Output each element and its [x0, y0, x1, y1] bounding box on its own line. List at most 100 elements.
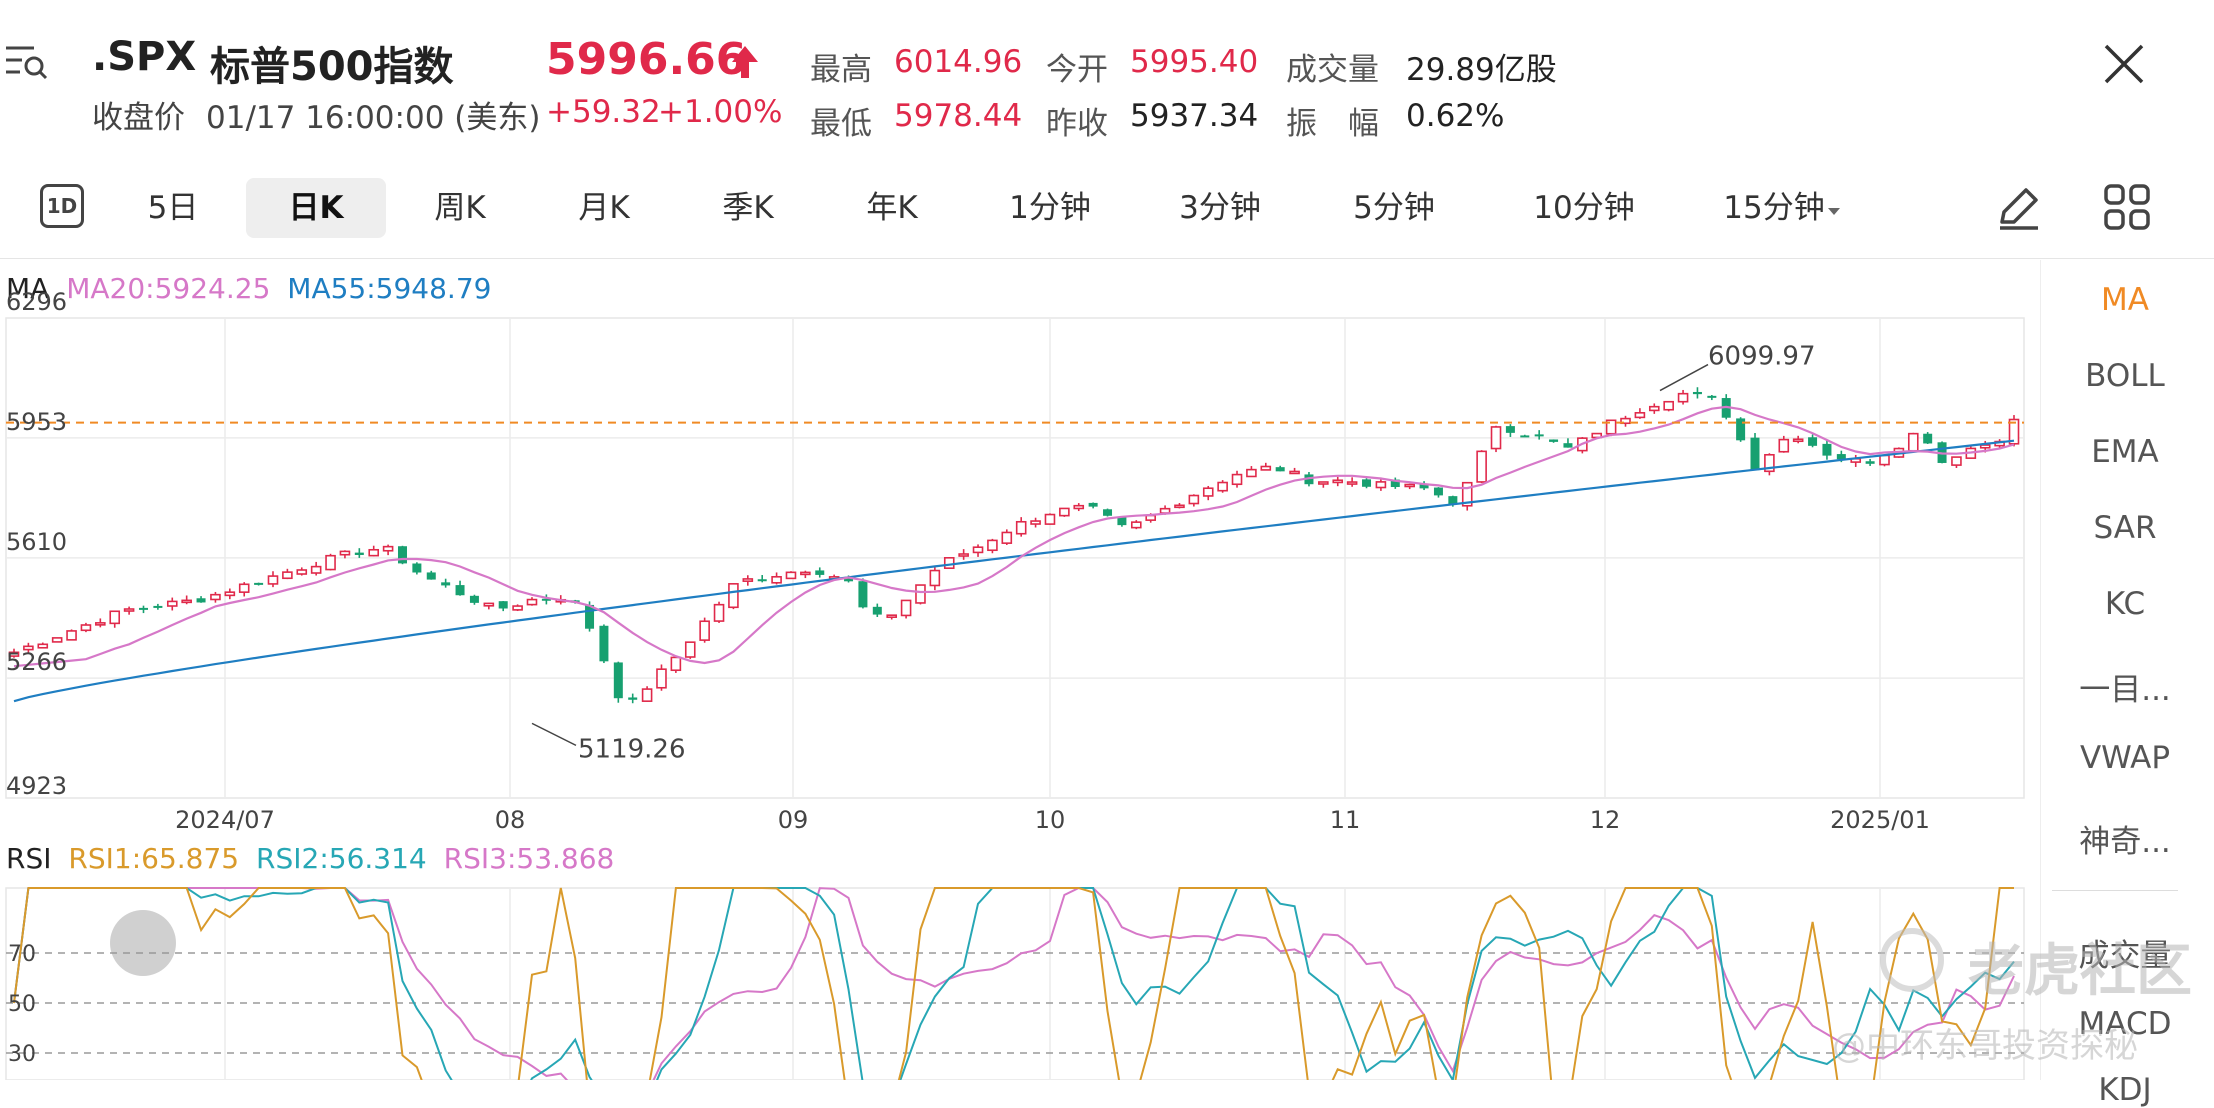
candle-up [656, 668, 667, 689]
candle-down [254, 582, 264, 585]
candle-down [628, 697, 638, 700]
candle-up [670, 656, 682, 672]
candle-down [455, 585, 465, 596]
candle-up [742, 578, 754, 582]
menu-search-icon[interactable] [4, 40, 48, 84]
rsi-legend-title: RSI [6, 842, 52, 875]
watermark-credit: @中环东哥投资探秘 [1832, 1026, 2138, 1066]
rsi-legend: RSI RSI1:65.875 RSI2:56.314 RSI3:53.868 [6, 842, 614, 875]
candle-up [1764, 453, 1775, 473]
candle-down [1390, 479, 1400, 488]
tab-quarterly-k[interactable]: 季K [722, 190, 774, 226]
candle-down [1822, 443, 1832, 456]
candle-up [972, 546, 984, 554]
candle-up [1404, 483, 1415, 488]
candle-up [684, 641, 696, 658]
tiger-logo-icon [1880, 928, 1944, 992]
candle-down [1865, 461, 1875, 464]
tab-weekly-k[interactable]: 周K [434, 190, 486, 226]
cursor-indicator[interactable] [110, 910, 176, 976]
candle-down [1692, 391, 1702, 395]
sidebar-item-boll[interactable]: BOLL [2085, 358, 2165, 394]
tabs-divider [0, 258, 2214, 259]
sidebar-item-ema[interactable]: EMA [2091, 434, 2159, 470]
y-tick-label: 6296 [6, 288, 67, 316]
1d-icon[interactable]: 1D [40, 184, 84, 228]
candle-up [37, 643, 49, 649]
up-arrow-icon [730, 44, 760, 80]
sidebar-item-magic[interactable]: 神奇... [2079, 824, 2171, 860]
candle-down [757, 579, 767, 582]
high-annotation-leader [1659, 363, 1709, 392]
candle-up [23, 645, 34, 651]
candle-up [1951, 456, 1962, 466]
sidebar-item-macd[interactable]: MACD [2078, 1006, 2172, 1042]
tab-5d[interactable]: 5日 [147, 190, 199, 226]
candle-up [95, 622, 106, 626]
candle-up [483, 602, 495, 607]
tab-3min[interactable]: 3分钟 [1179, 190, 1261, 226]
chevron-down-icon[interactable] [1826, 202, 1842, 215]
close-label: 收盘价 [92, 100, 185, 136]
candle-down [1433, 487, 1443, 496]
sidebar-item-kc[interactable]: KC [2104, 586, 2146, 622]
ma-legend-title: MA [6, 272, 50, 305]
candle-down [426, 572, 436, 580]
candle-up [713, 603, 725, 622]
candle-down [1534, 434, 1544, 437]
tab-10min[interactable]: 10分钟 [1533, 190, 1635, 226]
candle-up [1792, 438, 1804, 443]
stat-value-high: 6014.96 [894, 44, 1023, 80]
rsi-tick-label: 50 [8, 992, 36, 1017]
candle-up [915, 584, 926, 604]
x-tick-label: 11 [1330, 806, 1361, 834]
candle-down [498, 601, 508, 609]
candle-down [815, 570, 825, 575]
candle-up [339, 550, 351, 556]
tab-yearly-k[interactable]: 年K [866, 190, 918, 226]
candle-up [943, 557, 955, 569]
candle-up [368, 548, 380, 557]
stat-value-volume: 29.89亿股 [1406, 52, 1557, 88]
stat-label-high: 最高 [810, 52, 872, 88]
price-change: +59.32 [546, 94, 661, 130]
sidebar-item-ichimoku[interactable]: 一目... [2079, 672, 2171, 708]
price-chart[interactable]: 6296 5953 5610 5266 4923 2024/07 08 09 10 11 12 202… [0, 0, 2030, 1080]
sidebar-item-volume[interactable]: 成交量 [2078, 938, 2172, 974]
tab-15min[interactable]: 15分钟 [1723, 190, 1825, 226]
sidebar-item-sar[interactable]: SAR [2093, 510, 2157, 546]
ma-legend: MA MA20:5924.25 MA55:5948.79 [6, 272, 491, 305]
pen-draw-icon[interactable] [1994, 182, 2044, 232]
candle-up [512, 605, 523, 611]
rsi-tick-label: 70 [8, 942, 36, 967]
candle-down [858, 581, 868, 608]
rsi1-legend: RSI1:65.875 [68, 842, 240, 875]
candle-down [397, 546, 407, 564]
close-icon[interactable] [2100, 40, 2148, 88]
candle-up [210, 593, 221, 601]
ma55-legend: MA55:5948.79 [287, 272, 492, 305]
candle-up [1620, 417, 1631, 425]
candle-up [1015, 520, 1027, 535]
sidebar-item-vwap[interactable]: VWAP [2079, 740, 2171, 776]
sidebar-item-ma[interactable]: MA [2101, 282, 2149, 318]
tab-daily-k[interactable]: 日K [246, 178, 386, 238]
tab-monthly-k[interactable]: 月K [578, 190, 630, 226]
grid-layout-icon[interactable] [2102, 182, 2152, 232]
tab-1min[interactable]: 1分钟 [1009, 190, 1091, 226]
candle-up [1030, 520, 1041, 525]
candle-up [296, 569, 308, 575]
candle-up [728, 583, 739, 609]
sidebar-item-kdj[interactable]: KDJ [2098, 1072, 2152, 1108]
candle-up [1663, 400, 1674, 411]
candle-up [325, 554, 336, 571]
tab-5min[interactable]: 5分钟 [1353, 190, 1435, 226]
candle-down [1088, 502, 1098, 507]
y-tick-label: 5266 [6, 648, 67, 676]
candle-down [599, 625, 609, 662]
candle-down [469, 595, 479, 603]
candle-down [1520, 435, 1530, 438]
candle-up [1346, 481, 1358, 485]
candle-down [1362, 479, 1372, 487]
candle-up [166, 600, 178, 607]
